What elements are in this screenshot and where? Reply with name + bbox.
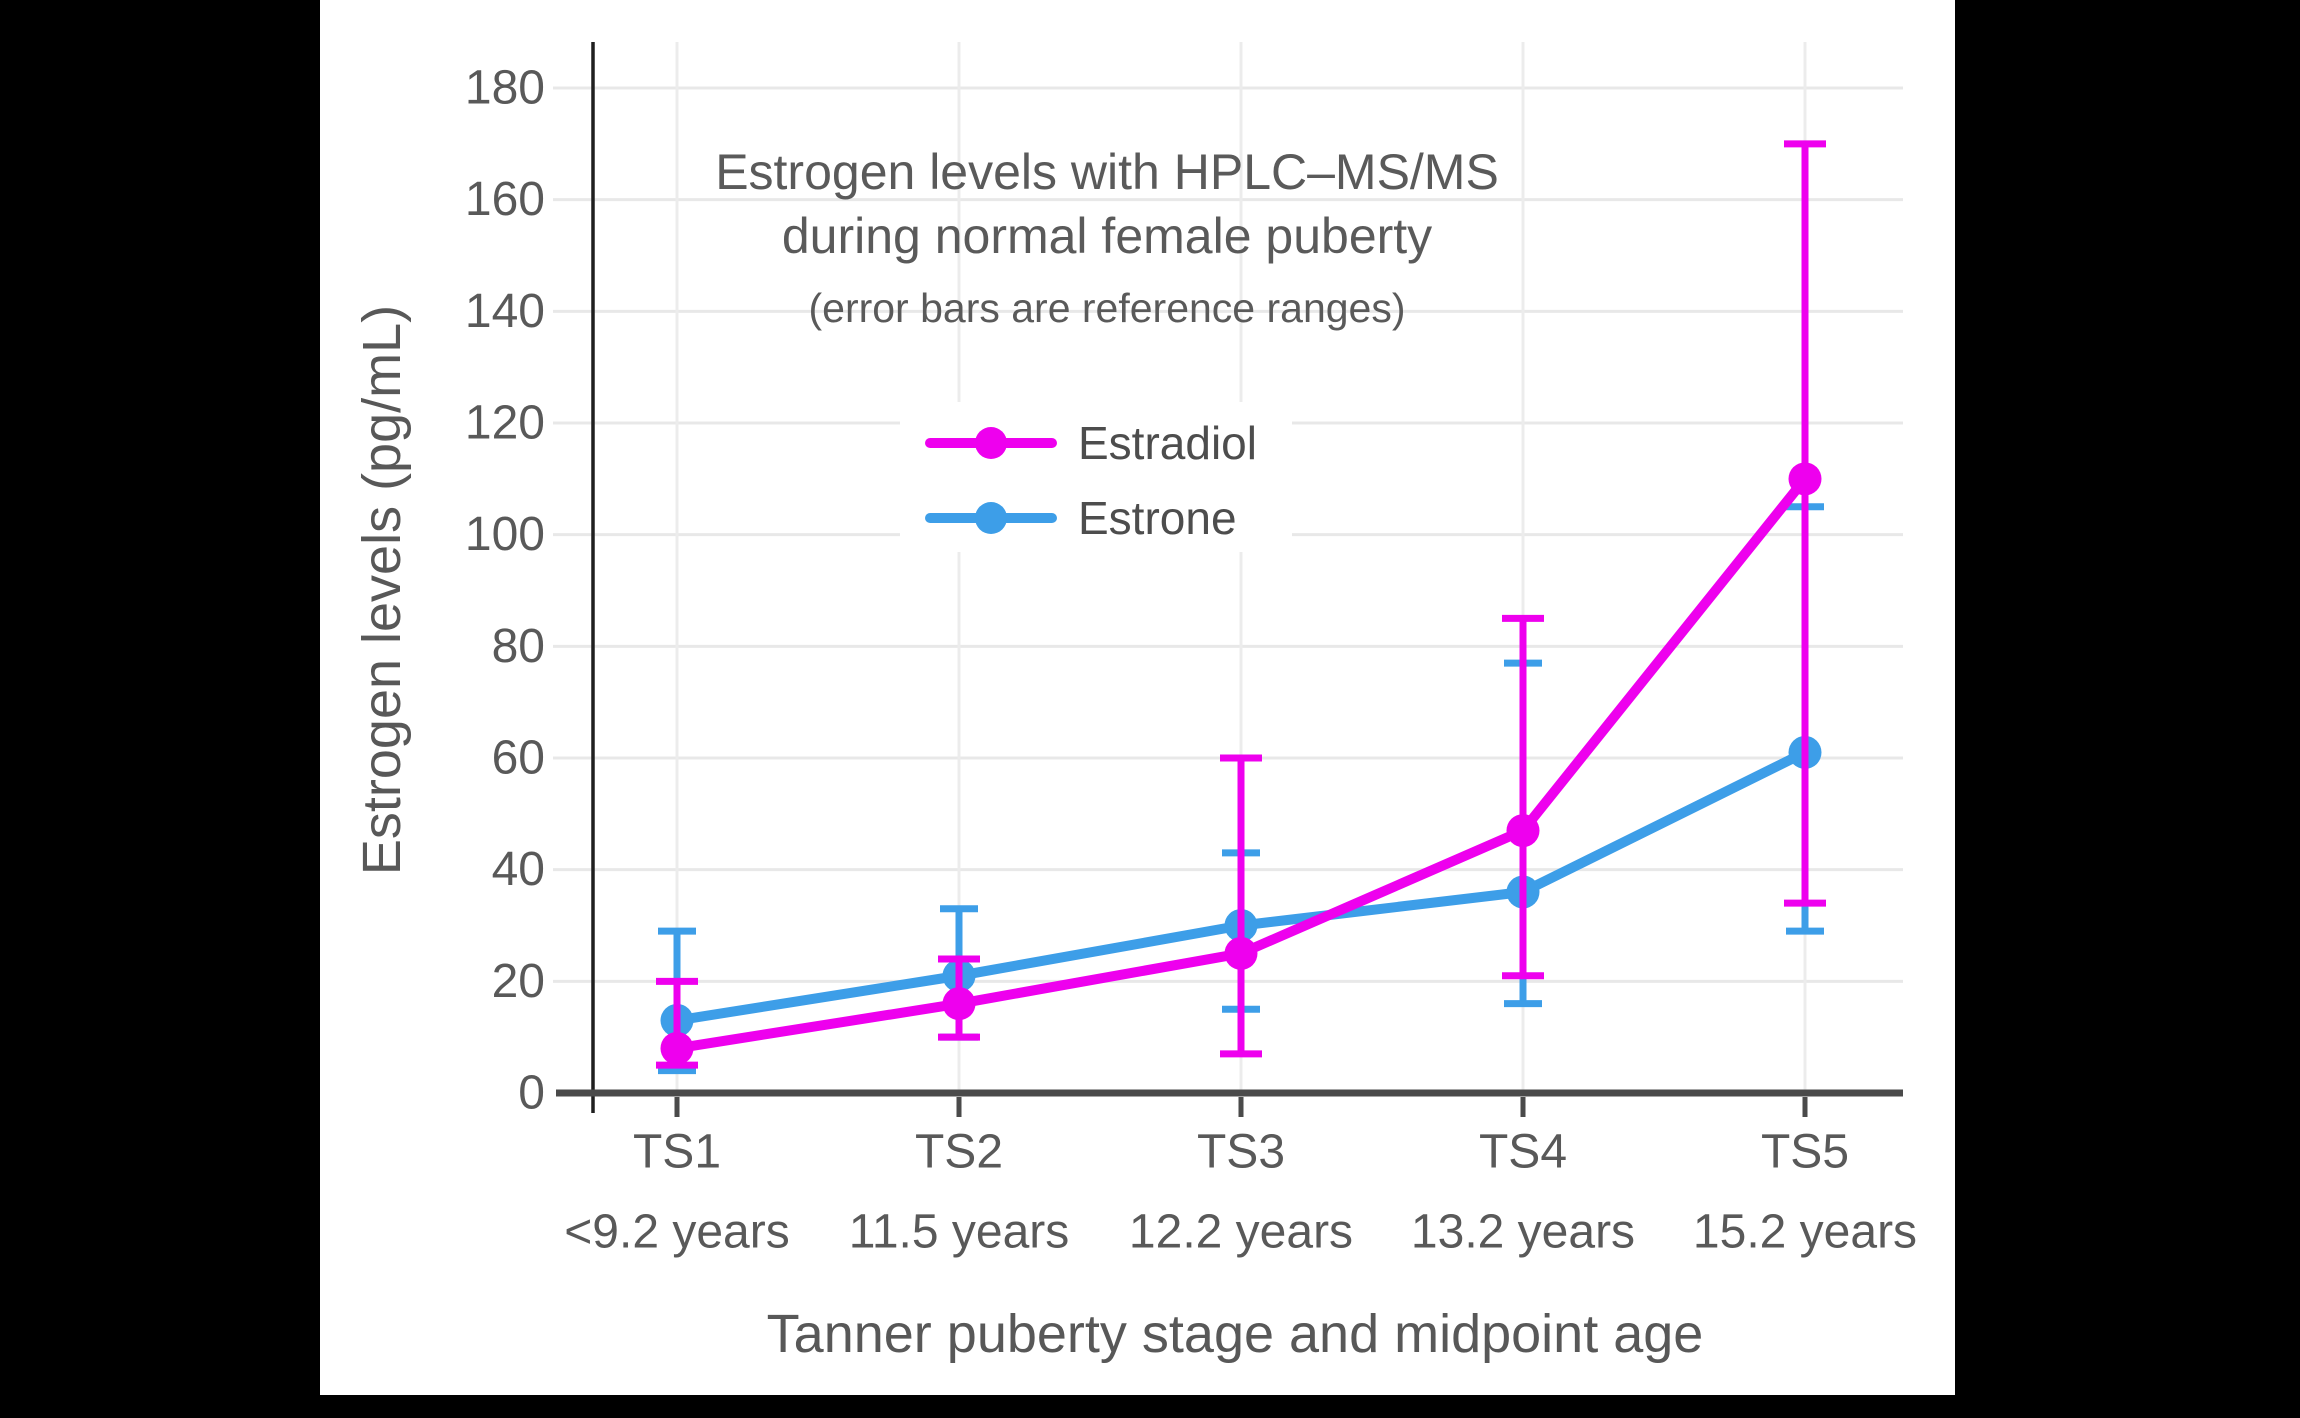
y-tick-label-20: 20	[492, 955, 545, 1008]
axis-layer	[556, 42, 1903, 1117]
y-tick-label-80: 80	[492, 620, 545, 673]
y-tick-label-160: 160	[465, 173, 545, 226]
y-tick-label-120: 120	[465, 397, 545, 450]
x-cat-label-TS3: TS3	[1197, 1126, 1285, 1179]
y-tick-label-180: 180	[465, 62, 545, 115]
estradiol-point-TS1	[660, 1031, 694, 1065]
x-cat-label-TS2: TS2	[915, 1126, 1003, 1179]
y-tick-label-60: 60	[492, 732, 545, 785]
x-age-label-TS4: 13.2 years	[1411, 1206, 1635, 1259]
x-age-label-TS1: <9.2 years	[564, 1206, 789, 1259]
chart-title-line2: during normal female puberty	[782, 208, 1432, 264]
y-tick-label-40: 40	[492, 843, 545, 896]
series-estradiol	[656, 140, 1826, 1069]
estradiol-point-TS2	[942, 987, 976, 1021]
y-axis-title: Estrogen levels (pg/mL)	[352, 305, 412, 875]
x-age-label-TS2: 11.5 years	[849, 1206, 1070, 1259]
chart-title-line1: Estrogen levels with HPLC–MS/MS	[715, 144, 1499, 200]
x-age-label-TS5: 15.2 years	[1693, 1206, 1917, 1259]
y-tick-label-100: 100	[465, 508, 545, 561]
x-cat-label-TS5: TS5	[1761, 1126, 1849, 1179]
legend-label-estradiol: Estradiol	[1078, 417, 1257, 469]
estradiol-marker-swatch	[975, 427, 1007, 459]
tick-label-layer: 0 20 40 60 80 100 120 140 160 180 TS1 <9.2 years TS2…	[465, 62, 1917, 1259]
x-axis-title: Tanner puberty stage and midpoint age	[767, 1304, 1704, 1364]
y-tick-label-140: 140	[465, 285, 545, 338]
estradiol-point-TS5	[1788, 462, 1822, 496]
legend-item-estradiol: Estradiol	[925, 417, 1257, 469]
estradiol-point-TS3	[1224, 936, 1258, 970]
x-cat-label-TS1: TS1	[633, 1126, 721, 1179]
chart-subtitle: (error bars are reference ranges)	[808, 285, 1405, 331]
series-layer	[656, 140, 1826, 1075]
legend-label-estrone: Estrone	[1078, 492, 1237, 544]
estradiol-point-TS4	[1506, 814, 1540, 848]
x-cat-label-TS4: TS4	[1479, 1126, 1567, 1179]
y-tick-label-0: 0	[518, 1067, 545, 1120]
legend-background	[900, 402, 1292, 552]
x-age-label-TS3: 12.2 years	[1129, 1206, 1353, 1259]
legend: Estradiol Estrone	[900, 402, 1292, 552]
estrone-marker-swatch	[975, 502, 1007, 534]
legend-item-estrone: Estrone	[925, 492, 1237, 544]
